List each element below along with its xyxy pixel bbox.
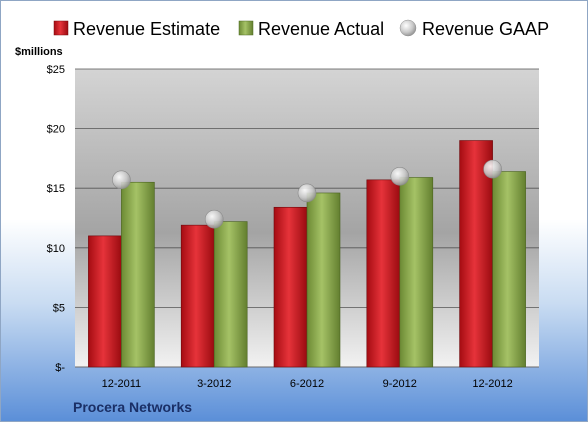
legend-label-estimate: Revenue Estimate <box>73 19 220 39</box>
bars <box>88 140 526 368</box>
y-axis-unit-label: $millions <box>15 46 63 58</box>
y-tick-label: $25 <box>47 64 65 76</box>
y-axis-ticks: $- $5 $10 $15 $20 $25 <box>47 64 66 374</box>
x-axis-ticks: 12-2011 3-2012 6-2012 9-2012 12-2012 <box>102 378 513 390</box>
y-tick-label: $10 <box>47 243 65 255</box>
legend-label-actual: Revenue Actual <box>258 19 384 39</box>
legend-item-actual: Revenue Actual <box>238 19 384 39</box>
y-tick-label: $15 <box>47 183 65 195</box>
bar-revenue-actual <box>399 177 434 368</box>
x-tick-label: 12-2012 <box>472 378 512 390</box>
legend-label-gaap: Revenue GAAP <box>422 19 549 39</box>
legend: Revenue Estimate Revenue Actual Revenue … <box>53 19 549 39</box>
bar-revenue-actual <box>213 221 248 368</box>
legend-swatch-actual <box>238 20 254 36</box>
legend-swatch-estimate <box>53 20 69 36</box>
bar-revenue-estimate <box>180 224 215 368</box>
x-tick-label: 12-2011 <box>102 378 142 390</box>
marker-revenue-gaap <box>204 209 224 229</box>
bar-revenue-actual <box>306 192 341 368</box>
bar-revenue-estimate <box>366 179 401 368</box>
marker-revenue-gaap <box>390 166 410 186</box>
x-tick-label: 6-2012 <box>290 378 324 390</box>
company-name: Procera Networks <box>73 399 192 415</box>
marker-revenue-gaap <box>483 159 502 179</box>
bar-revenue-actual <box>121 181 155 368</box>
legend-item-gaap: Revenue GAAP <box>399 19 549 39</box>
bar-revenue-actual <box>492 171 526 368</box>
x-tick-label: 3-2012 <box>197 378 231 390</box>
legend-swatch-gaap <box>399 19 417 37</box>
legend-item-estimate: Revenue Estimate <box>53 19 220 39</box>
bar-revenue-estimate <box>273 206 308 368</box>
y-tick-label: $5 <box>53 302 65 314</box>
bar-revenue-estimate <box>459 140 493 368</box>
y-tick-label: $- <box>55 362 65 374</box>
marker-revenue-gaap <box>297 183 317 203</box>
bar-revenue-estimate <box>88 235 122 368</box>
y-tick-label: $20 <box>47 124 65 136</box>
marker-revenue-gaap <box>112 170 131 190</box>
gaap-markers <box>112 159 502 229</box>
x-tick-label: 9-2012 <box>383 378 417 390</box>
